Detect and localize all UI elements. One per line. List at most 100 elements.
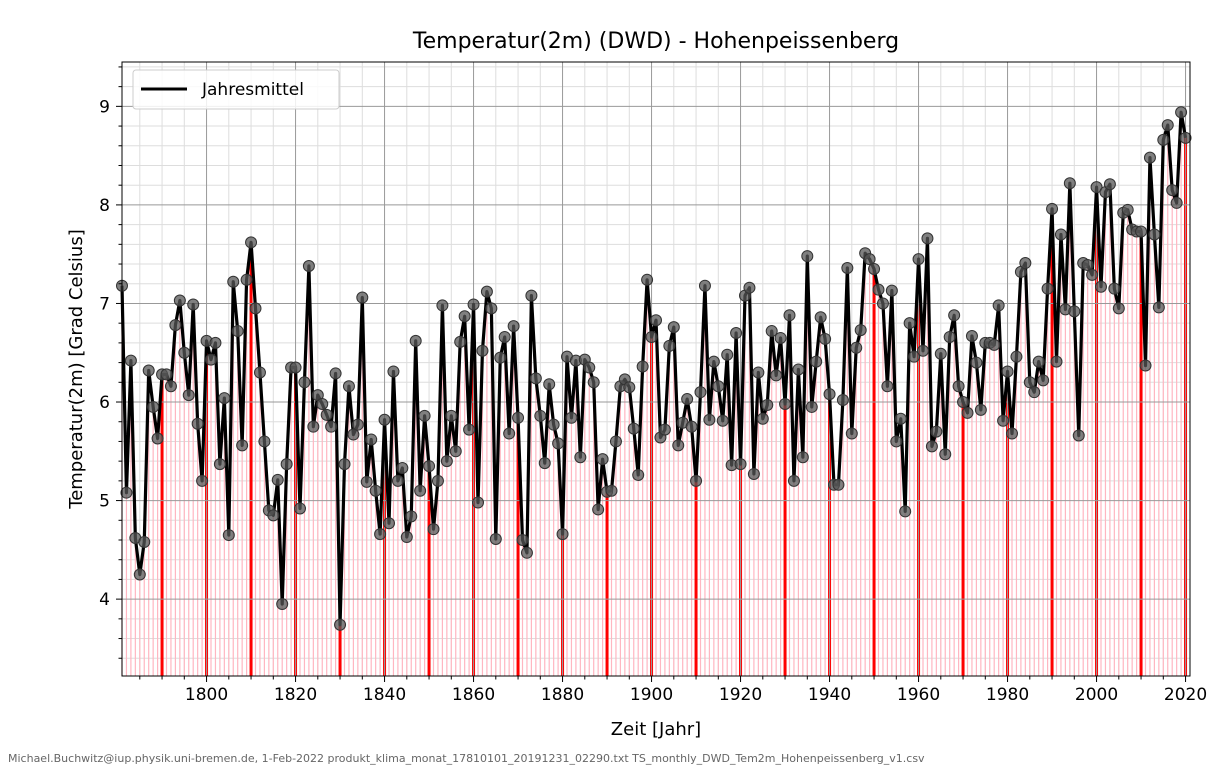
data-point: [623, 381, 636, 394]
data-point: [436, 299, 449, 312]
data-point: [774, 331, 787, 344]
data-point: [476, 344, 489, 357]
data-point: [316, 397, 329, 410]
data-point: [222, 529, 235, 542]
legend-label: Jahresmittel: [201, 80, 304, 100]
data-point: [921, 232, 934, 245]
data-point: [227, 275, 240, 288]
data-point: [494, 351, 507, 364]
data-point: [658, 423, 671, 436]
data-point: [467, 298, 480, 311]
data-point: [151, 432, 164, 445]
data-point: [307, 420, 320, 433]
data-point: [988, 338, 1001, 351]
data-point: [253, 366, 266, 379]
data-point: [1139, 359, 1152, 372]
y-tick-label: 4: [99, 590, 110, 610]
data-point: [391, 474, 404, 487]
data-point: [418, 409, 431, 422]
data-point: [178, 346, 191, 359]
data-point: [1166, 184, 1179, 197]
data-point: [1050, 355, 1063, 368]
data-point: [387, 365, 400, 378]
data-point: [894, 412, 907, 425]
x-tick-label: 1920: [719, 685, 762, 705]
data-point: [383, 517, 395, 530]
data-point: [120, 486, 133, 499]
data-point: [258, 435, 271, 448]
data-point: [164, 380, 177, 393]
data-point: [596, 453, 609, 466]
data-point: [529, 372, 542, 385]
data-point: [445, 409, 458, 422]
data-point: [685, 420, 698, 433]
data-point: [899, 505, 912, 518]
data-point: [552, 437, 565, 450]
data-point: [138, 535, 151, 548]
data-point: [801, 250, 814, 263]
data-point: [823, 388, 836, 401]
data-point: [1010, 350, 1023, 363]
data-point: [218, 392, 231, 405]
data-point: [351, 418, 364, 431]
data-point: [885, 284, 898, 297]
data-point: [712, 380, 725, 393]
data-point: [431, 474, 444, 487]
data-point: [698, 279, 711, 292]
data-point: [187, 298, 200, 311]
data-point: [369, 484, 382, 497]
y-tick-label: 6: [99, 393, 110, 413]
data-point: [1028, 386, 1041, 399]
data-point: [1072, 429, 1085, 442]
data-point: [205, 353, 217, 366]
data-point: [334, 618, 347, 631]
x-tick-label: 2020: [1164, 685, 1207, 705]
data-point: [472, 496, 484, 509]
data-point: [587, 376, 600, 389]
data-point: [454, 335, 467, 348]
data-point: [1148, 228, 1161, 241]
data-point: [641, 273, 654, 286]
x-tick-label: 1980: [986, 685, 1029, 705]
data-point: [543, 378, 556, 391]
data-point: [1054, 228, 1067, 241]
data-point: [805, 400, 818, 413]
data-point: [547, 418, 560, 431]
data-point: [1063, 177, 1076, 190]
data-point: [992, 299, 1005, 312]
data-point: [1041, 282, 1054, 295]
data-point: [609, 435, 622, 448]
data-point: [271, 473, 284, 486]
data-point: [147, 400, 160, 413]
data-point: [1112, 302, 1125, 315]
data-point: [485, 302, 498, 315]
data-point: [289, 361, 302, 374]
data-point: [458, 310, 471, 323]
data-point: [378, 413, 391, 426]
data-point: [423, 460, 436, 473]
data-point: [1032, 355, 1045, 368]
data-point: [1135, 225, 1148, 238]
data-point: [427, 523, 440, 536]
data-point: [632, 468, 645, 481]
data-point: [672, 439, 685, 452]
legend: Jahresmittel: [132, 69, 340, 110]
data-point: [276, 598, 289, 611]
data-point: [525, 289, 538, 302]
data-point: [752, 366, 765, 379]
data-point: [374, 528, 387, 541]
data-point: [1152, 301, 1165, 314]
data-point: [779, 397, 792, 410]
data-point: [534, 409, 547, 422]
data-point: [338, 458, 351, 471]
x-tick-label: 2000: [1075, 685, 1118, 705]
y-tick-label: 8: [99, 196, 110, 216]
data-point: [925, 440, 938, 453]
data-point: [1108, 282, 1121, 295]
x-tick-label: 1820: [274, 685, 317, 705]
data-point: [850, 341, 863, 354]
data-point: [1161, 119, 1174, 132]
data-point: [903, 317, 916, 330]
data-point: [770, 369, 783, 382]
